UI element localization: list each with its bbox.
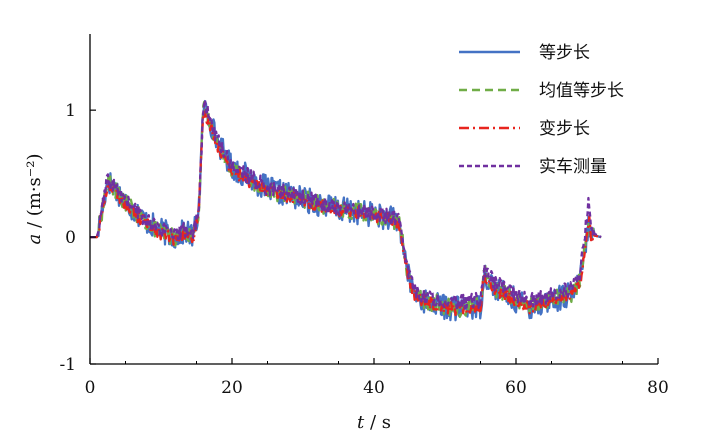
series-line-4 <box>89 98 602 312</box>
y-tick-label: 1 <box>65 101 76 121</box>
x-axis-title: t / s <box>357 412 391 433</box>
y-axis-unit: (m·s⁻²) <box>24 153 45 216</box>
x-tick-label: 60 <box>505 378 527 398</box>
y-axis-var: a <box>24 234 45 245</box>
y-axis-sep: / <box>24 216 45 234</box>
legend-label: 实车测量 <box>539 157 607 177</box>
x-ticks: 0 20 40 60 80 <box>85 358 669 398</box>
y-axis-title: a / (m·s⁻²) <box>24 153 45 244</box>
legend-label: 变步长 <box>539 119 590 139</box>
legend-label: 均值等步长 <box>539 81 624 101</box>
x-axis-var: t <box>357 412 365 433</box>
x-tick-label: 0 <box>85 378 96 398</box>
plot-area <box>89 98 602 322</box>
x-tick-label: 40 <box>363 378 385 398</box>
x-axis-unit: s <box>382 412 391 433</box>
x-tick-label: 20 <box>221 378 243 398</box>
y-ticks: -1 0 1 <box>59 101 96 375</box>
y-tick-label: 0 <box>65 228 76 248</box>
axes: 0 20 40 60 80 -1 0 1 <box>59 34 669 398</box>
x-axis-sep: / <box>364 412 382 433</box>
x-tick-label: 80 <box>647 378 669 398</box>
legend-label: 等步长 <box>539 43 590 63</box>
series-line-2 <box>89 100 602 319</box>
y-tick-label: -1 <box>59 355 76 375</box>
